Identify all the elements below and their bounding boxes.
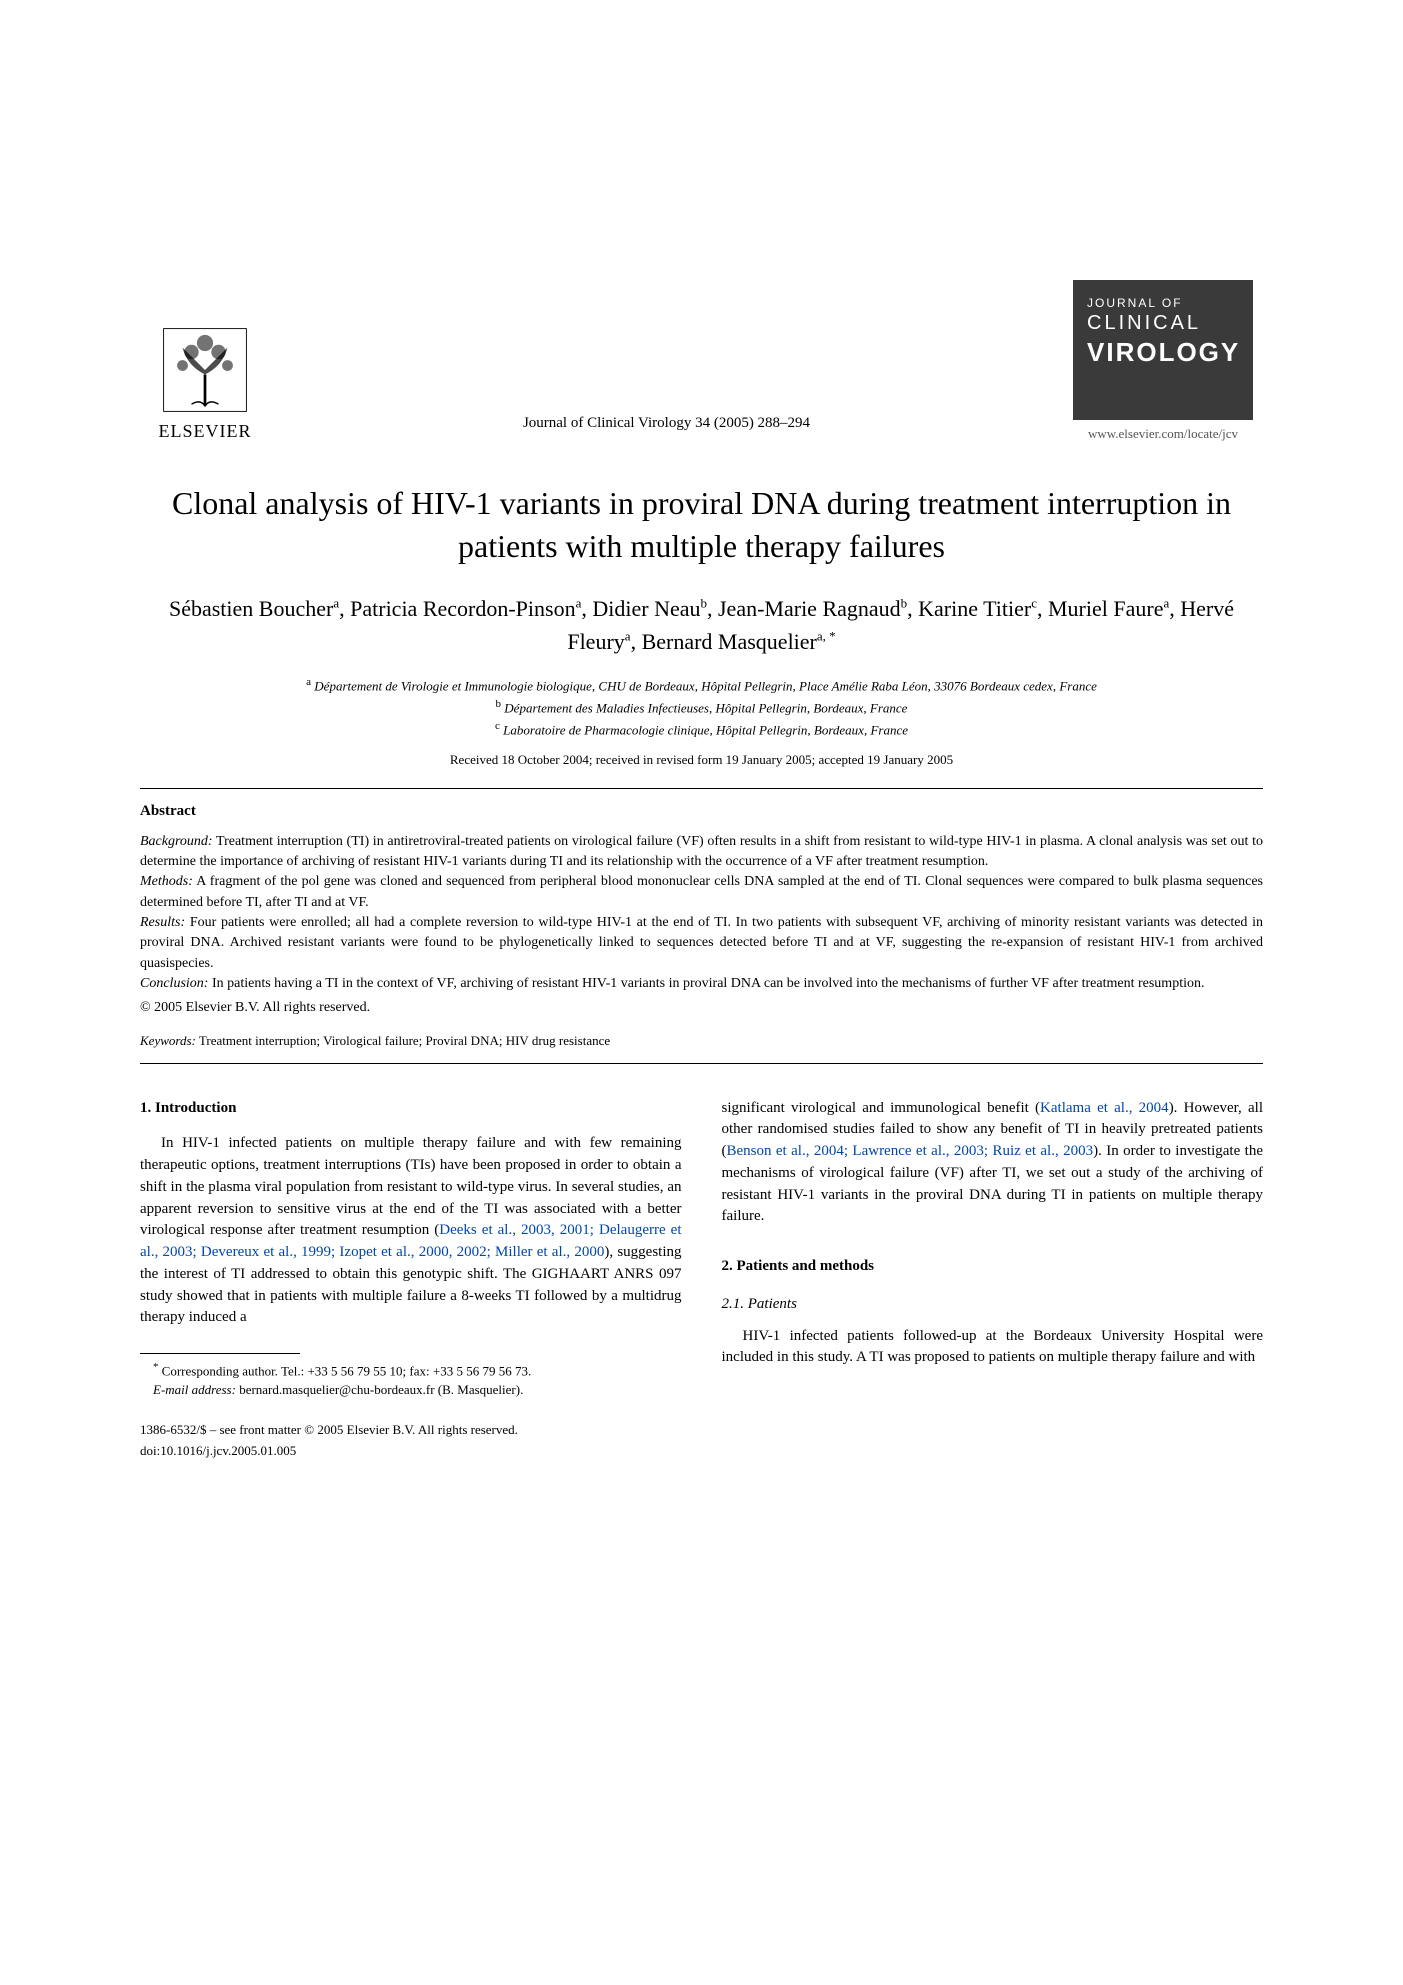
copyright-line: © 2005 Elsevier B.V. All rights reserved… xyxy=(140,998,1263,1018)
rule-bottom xyxy=(140,1063,1263,1064)
article-title: Clonal analysis of HIV-1 variants in pro… xyxy=(140,482,1263,568)
footnote-rule xyxy=(140,1353,300,1354)
footnote-corr-text: Corresponding author. Tel.: +33 5 56 79 … xyxy=(162,1363,532,1378)
background-label: Background: xyxy=(140,834,213,849)
publisher-block: ELSEVIER xyxy=(140,325,270,442)
journal-block: JOURNAL OF CLINICAL VIROLOGY www.elsevie… xyxy=(1063,280,1263,442)
header-row: ELSEVIER Journal of Clinical Virology 34… xyxy=(140,280,1263,442)
background-text: Treatment interruption (TI) in antiretro… xyxy=(140,834,1263,869)
abstract-conclusion: Conclusion: In patients having a TI in t… xyxy=(140,974,1263,994)
results-label: Results: xyxy=(140,915,185,930)
affiliation-c: c Laboratoire de Pharmacologie clinique,… xyxy=(140,718,1263,740)
methods-label: Methods: xyxy=(140,874,193,889)
elsevier-tree-icon xyxy=(160,325,250,415)
author-list: Sébastien Bouchera, Patricia Recordon-Pi… xyxy=(140,592,1263,658)
citation-link-katlama[interactable]: Katlama et al., 2004 xyxy=(1040,1100,1169,1116)
intro-paragraph-2: significant virological and immunologica… xyxy=(722,1098,1264,1229)
footnote-marker: * xyxy=(153,1361,158,1373)
cover-line-3: VIROLOGY xyxy=(1087,337,1239,368)
journal-cover: JOURNAL OF CLINICAL VIROLOGY xyxy=(1073,280,1253,420)
corresponding-author-footnote: * Corresponding author. Tel.: +33 5 56 7… xyxy=(140,1360,682,1381)
abstract-background: Background: Treatment interruption (TI) … xyxy=(140,832,1263,873)
affiliation-b: b Département des Maladies Infectieuses,… xyxy=(140,696,1263,718)
keywords-text: Treatment interruption; Virological fail… xyxy=(199,1033,610,1048)
email-value: bernard.masquelier@chu-bordeaux.fr (B. M… xyxy=(239,1382,523,1397)
section-1-heading: 1. Introduction xyxy=(140,1098,682,1120)
email-label: E-mail address: xyxy=(153,1382,236,1397)
keywords-line: Keywords: Treatment interruption; Virolo… xyxy=(140,1033,1263,1049)
abstract-results: Results: Four patients were enrolled; al… xyxy=(140,913,1263,974)
conclusion-text: In patients having a TI in the context o… xyxy=(212,976,1205,991)
journal-citation: Journal of Clinical Virology 34 (2005) 2… xyxy=(270,415,1063,442)
publisher-name: ELSEVIER xyxy=(159,421,252,442)
section-2-heading: 2. Patients and methods xyxy=(722,1256,1264,1278)
conclusion-label: Conclusion: xyxy=(140,976,208,991)
keywords-label: Keywords: xyxy=(140,1033,196,1048)
intro-paragraph-1: In HIV-1 infected patients on multiple t… xyxy=(140,1133,682,1329)
citation-link-group-2[interactable]: Benson et al., 2004; Lawrence et al., 20… xyxy=(727,1143,1094,1159)
results-text: Four patients were enrolled; all had a c… xyxy=(140,915,1263,971)
patients-paragraph: HIV-1 infected patients followed-up at t… xyxy=(722,1326,1264,1370)
journal-url: www.elsevier.com/locate/jcv xyxy=(1088,426,1238,442)
left-column: 1. Introduction In HIV-1 infected patien… xyxy=(140,1098,682,1461)
abstract-body: Background: Treatment interruption (TI) … xyxy=(140,832,1263,1019)
article-dates: Received 18 October 2004; received in re… xyxy=(140,752,1263,768)
rule-top xyxy=(140,788,1263,789)
abstract-methods: Methods: A fragment of the pol gene was … xyxy=(140,872,1263,913)
methods-text: A fragment of the pol gene was cloned an… xyxy=(140,874,1263,909)
email-footnote: E-mail address: bernard.masquelier@chu-b… xyxy=(140,1381,682,1399)
cover-line-2: CLINICAL xyxy=(1087,312,1239,335)
doi-line: doi:10.1016/j.jcv.2005.01.005 xyxy=(140,1442,682,1461)
issn-line: 1386-6532/$ – see front matter © 2005 El… xyxy=(140,1421,682,1440)
right-column: significant virological and immunologica… xyxy=(722,1098,1264,1461)
affiliation-a: a Département de Virologie et Immunologi… xyxy=(140,674,1263,696)
cover-line-1: JOURNAL OF xyxy=(1087,296,1239,310)
subsection-2-1-heading: 2.1. Patients xyxy=(722,1294,1264,1316)
affiliations: a Département de Virologie et Immunologi… xyxy=(140,674,1263,739)
body-columns: 1. Introduction In HIV-1 infected patien… xyxy=(140,1098,1263,1461)
abstract-heading: Abstract xyxy=(140,803,1263,820)
